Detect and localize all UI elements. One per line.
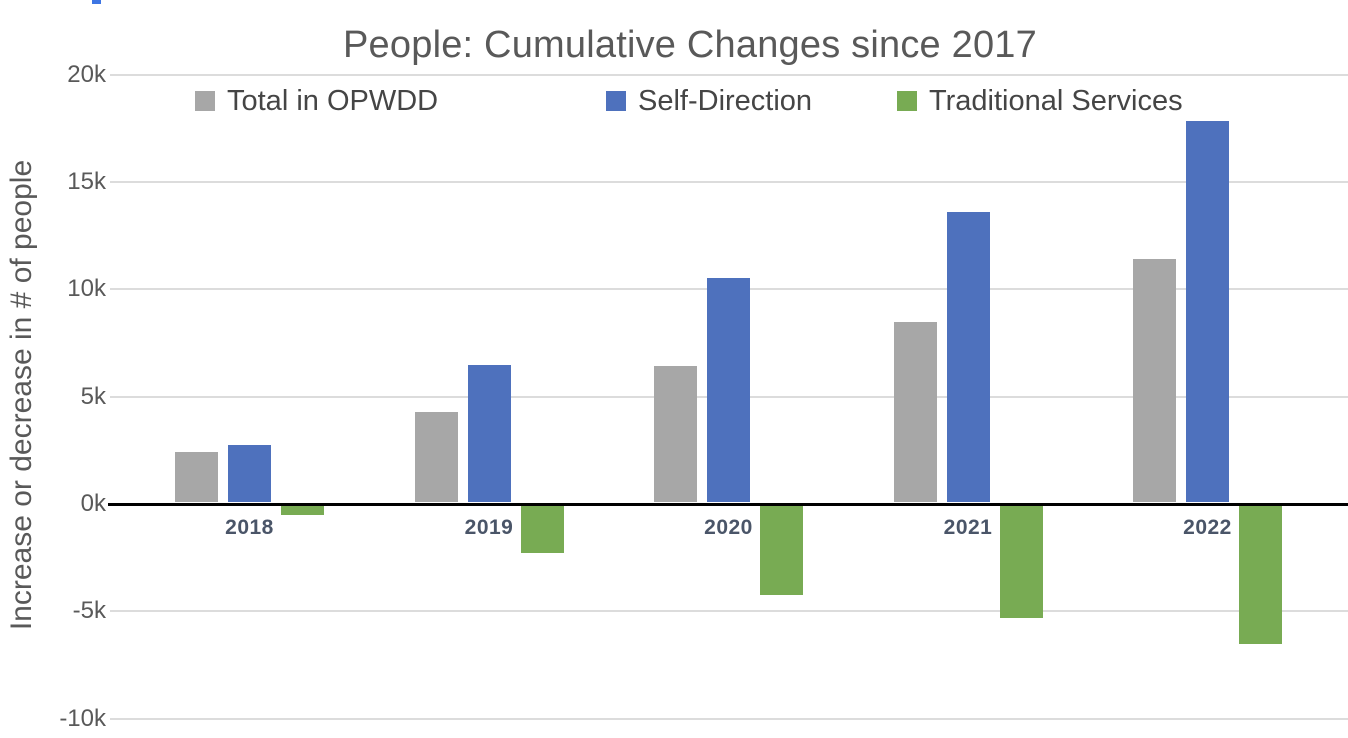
y-tick-label: 5k xyxy=(80,382,106,410)
legend-label-self-direction: Self-Direction xyxy=(638,84,813,117)
gridline xyxy=(110,73,1348,76)
y-tick-label: -5k xyxy=(72,597,106,625)
bar-traditional-services-2021 xyxy=(999,505,1043,619)
x-axis-label-2018: 2018 xyxy=(225,516,274,539)
bar-total-in-opwdd-2021 xyxy=(893,322,937,503)
bar-self-direction-2022 xyxy=(1186,120,1229,503)
legend-item-traditional-services: Traditional Services xyxy=(897,84,1183,118)
bar-total-in-opwdd-2019 xyxy=(414,412,458,503)
bar-self-direction-2018 xyxy=(228,444,271,503)
legend-label-traditional-services: Traditional Services xyxy=(929,84,1183,117)
gridline xyxy=(110,610,1348,613)
gridline xyxy=(110,717,1348,720)
clipped-blue-fragment xyxy=(92,0,101,4)
y-tick-label: 15k xyxy=(67,168,106,196)
bar-self-direction-2019 xyxy=(467,365,511,503)
bar-total-in-opwdd-2020 xyxy=(654,366,697,503)
bar-self-direction-2020 xyxy=(707,278,750,503)
gridline xyxy=(110,181,1348,184)
legend-item-self-direction: Self-Direction xyxy=(606,84,812,118)
y-tick-label: 10k xyxy=(67,275,106,303)
y-tick-label: 0k xyxy=(80,490,106,517)
legend-swatch-green-icon xyxy=(897,91,917,111)
bar-traditional-services-2020 xyxy=(760,505,803,595)
bar-total-in-opwdd-2018 xyxy=(175,452,218,503)
bar-traditional-services-2022 xyxy=(1239,505,1282,644)
x-axis-label-2020: 2020 xyxy=(704,516,753,539)
legend-item-total-in-opwdd: Total in OPWDD xyxy=(195,84,438,118)
legend-label-total-in-opwdd: Total in OPWDD xyxy=(227,84,439,117)
x-axis-label-2019: 2019 xyxy=(464,516,514,539)
bar-total-in-opwdd-2022 xyxy=(1133,258,1176,503)
bar-traditional-services-2018 xyxy=(281,505,324,516)
x-axis-zero-line xyxy=(108,502,1348,506)
bar-self-direction-2021 xyxy=(946,211,990,503)
y-tick-label: -10k xyxy=(59,704,106,732)
x-axis-label-2021: 2021 xyxy=(943,516,993,539)
legend-swatch-blue-icon xyxy=(606,91,626,111)
bar-traditional-services-2019 xyxy=(520,505,564,553)
x-axis-label-2022: 2022 xyxy=(1183,516,1232,539)
y-tick-label: 20k xyxy=(67,60,106,88)
legend-swatch-gray-icon xyxy=(195,91,215,111)
chart-title: People: Cumulative Changes since 2017 xyxy=(343,24,1037,66)
